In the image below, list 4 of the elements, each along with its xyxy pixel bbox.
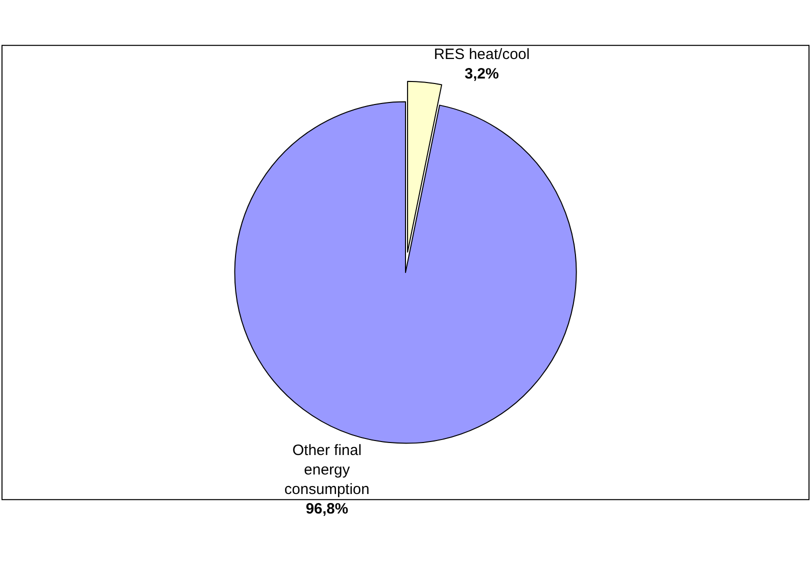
data-label: 96,8%	[306, 500, 348, 518]
slice-label: Other final energy consumption	[284, 442, 370, 498]
slice-label: RES heat/cool	[434, 46, 530, 63]
data-label: 3,2%	[464, 65, 499, 82]
